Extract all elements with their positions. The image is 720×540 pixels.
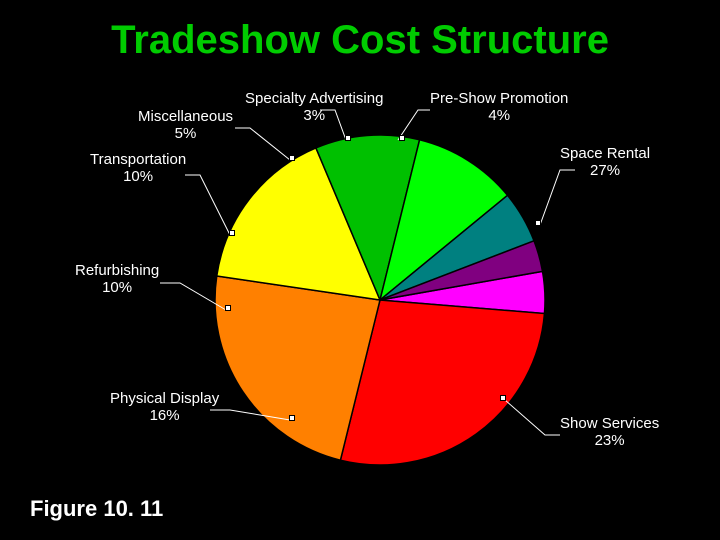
leader-line: [235, 128, 290, 160]
slice-label: Show Services 23%: [560, 415, 659, 450]
slice-tick: [290, 156, 295, 161]
slice-label: Space Rental 27%: [560, 145, 650, 180]
slice-tick: [346, 136, 351, 141]
slice-tick: [226, 306, 231, 311]
slice-label: Specialty Advertising 3%: [245, 90, 383, 125]
slice-tick: [290, 416, 295, 421]
slice-label: Miscellaneous 5%: [138, 108, 233, 143]
slice-tick: [400, 136, 405, 141]
slice-tick: [536, 221, 541, 226]
slice-label: Physical Display 16%: [110, 390, 219, 425]
leader-line: [505, 400, 560, 435]
slice-tick: [230, 231, 235, 236]
slice-tick: [501, 396, 506, 401]
figure-label: Figure 10. 11: [30, 496, 163, 522]
leader-line: [185, 175, 230, 235]
slice-label: Refurbishing 10%: [75, 262, 159, 297]
slice-label: Pre-Show Promotion 4%: [430, 90, 568, 125]
slice-label: Transportation 10%: [90, 151, 186, 186]
